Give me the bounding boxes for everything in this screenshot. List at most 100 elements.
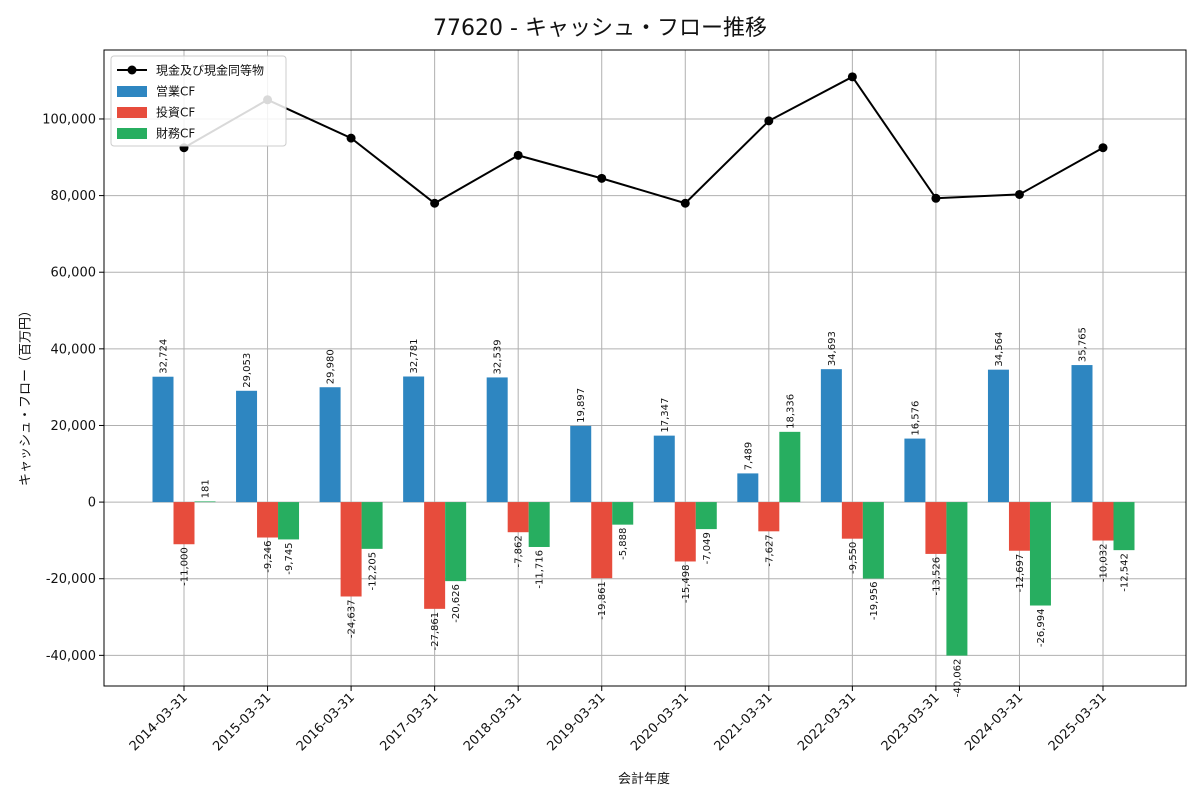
bar-財務CF (1113, 502, 1135, 551)
bar-投資CF (1008, 502, 1030, 551)
y-tick-label: -40,000 (46, 649, 96, 664)
bar-value-label: -27,861 (430, 612, 441, 651)
bar-value-label: -26,994 (1036, 609, 1047, 648)
bar-value-label: -15,498 (681, 564, 692, 603)
bar-value-label: 34,564 (994, 332, 1005, 367)
bar-value-label: -11,716 (535, 550, 546, 589)
x-tick-label: 2021-03-31 (712, 690, 776, 754)
x-tick-label: 2022-03-31 (795, 690, 859, 754)
y-tick-label: 20,000 (51, 419, 97, 434)
bar-営業CF (403, 376, 425, 503)
bar-投資CF (758, 502, 780, 532)
x-tick-label: 2018-03-31 (461, 690, 525, 754)
bar-営業CF (152, 376, 174, 503)
cash-point (680, 198, 690, 208)
legend-bar-swatch (117, 86, 147, 97)
y-tick-label: 40,000 (51, 342, 97, 357)
cash-point (1014, 189, 1024, 199)
bar-営業CF (820, 369, 842, 503)
bar-value-label: -7,862 (514, 535, 525, 567)
y-tick-label: -20,000 (46, 572, 96, 587)
y-tick-label: 0 (88, 496, 96, 511)
x-tick-label: 2016-03-31 (294, 690, 358, 754)
bar-投資CF (424, 502, 446, 609)
bar-投資CF (1092, 502, 1114, 541)
cash-point (346, 133, 356, 143)
bar-value-label: -7,627 (764, 534, 775, 566)
bar-財務CF (194, 501, 216, 503)
bar-value-label: 32,781 (409, 339, 420, 374)
bar-value-label: 16,576 (910, 401, 921, 436)
bar-投資CF (925, 502, 947, 554)
cash-line (183, 75, 1104, 205)
bar-value-label: -12,205 (368, 552, 379, 591)
bar-財務CF (528, 502, 550, 547)
bar-投資CF (591, 502, 613, 579)
bar-value-label: 181 (201, 479, 212, 498)
bar-営業CF (570, 425, 592, 503)
bar-財務CF (612, 502, 634, 525)
bar-value-label: -13,526 (931, 557, 942, 596)
bar-投資CF (340, 502, 362, 597)
bar-投資CF (257, 502, 279, 538)
cash-point (847, 72, 857, 82)
bar-営業CF (653, 435, 675, 503)
bar-財務CF (1029, 502, 1051, 606)
x-tick-label: 2024-03-31 (962, 690, 1026, 754)
cash-point (764, 116, 774, 126)
bar-財務CF (445, 502, 467, 582)
bar-営業CF (904, 438, 926, 503)
bar-営業CF (737, 473, 759, 503)
bar-投資CF (507, 502, 529, 533)
y-tick-label: 100,000 (42, 112, 96, 127)
bar-value-label: 19,897 (576, 388, 587, 423)
bar-財務CF (278, 502, 300, 540)
bar-財務CF (946, 502, 968, 656)
bar-value-label: -40,062 (952, 659, 963, 698)
bar-財務CF (779, 431, 801, 503)
bar-value-label: -12,697 (1015, 554, 1026, 593)
x-tick-label: 2019-03-31 (545, 690, 609, 754)
bar-value-label: -9,550 (848, 542, 859, 574)
cash-point (1098, 143, 1108, 153)
bar-営業CF (1071, 365, 1093, 503)
x-tick-label: 2014-03-31 (127, 690, 191, 754)
bar-value-label: 32,539 (493, 339, 504, 374)
bar-value-label: 34,693 (827, 331, 838, 366)
bar-投資CF (674, 502, 696, 562)
x-tick-label: 2023-03-31 (879, 690, 943, 754)
cash-point (430, 198, 440, 208)
bar-営業CF (486, 377, 508, 503)
bar-value-label: -12,542 (1120, 553, 1131, 592)
bar-投資CF (173, 502, 195, 545)
chart-title: 77620 - キャッシュ・フロー推移 (433, 16, 767, 41)
cash-point (931, 193, 941, 203)
legend-bar-swatch (117, 128, 147, 139)
bar-value-label: 35,765 (1078, 327, 1089, 362)
bar-value-label: 7,489 (743, 442, 754, 471)
bar-value-label: -24,637 (347, 599, 358, 638)
bar-財務CF (361, 502, 383, 549)
plot-frame (103, 49, 1187, 687)
bar-value-label: 29,053 (242, 353, 253, 388)
bar-投資CF (841, 502, 863, 539)
bar-value-label: 32,724 (159, 339, 170, 374)
cash-point (597, 173, 607, 183)
bar-財務CF (695, 502, 717, 530)
x-tick-label: 2025-03-31 (1046, 690, 1110, 754)
x-tick-label: 2015-03-31 (210, 690, 274, 754)
bar-value-label: -20,626 (451, 584, 462, 623)
bar-営業CF (987, 369, 1009, 503)
legend-box (110, 55, 287, 147)
legend-label: 営業CF (156, 85, 195, 99)
bar-value-label: -9,246 (263, 541, 274, 573)
y-tick-label: 80,000 (51, 189, 97, 204)
bar-営業CF (236, 390, 258, 503)
bar-value-label: 29,980 (326, 349, 337, 384)
legend-point-swatch (127, 65, 137, 75)
bar-value-label: -10,032 (1099, 544, 1110, 583)
plot-background (104, 50, 1186, 686)
y-tick-label: 60,000 (51, 266, 97, 281)
